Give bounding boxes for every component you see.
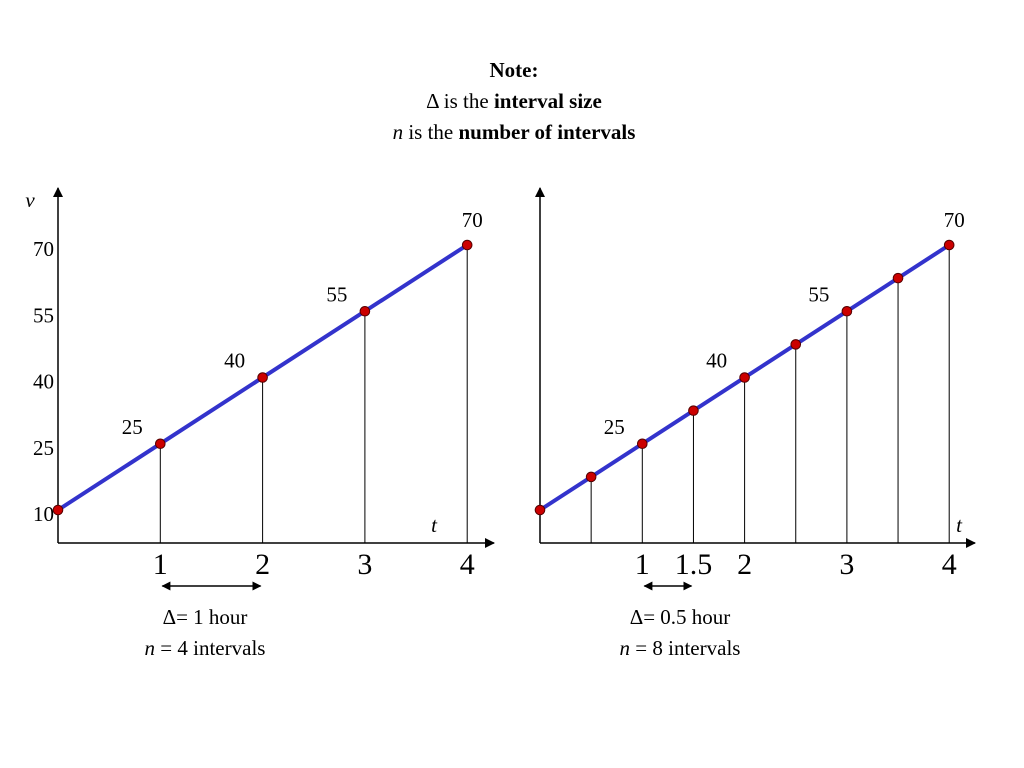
x-tick-label: 3 [839,548,854,581]
n-symbol: n [620,636,631,660]
interval-count-caption: n = 4 intervals [145,636,266,660]
n-symbol: n [145,636,156,660]
note-title: Note: [489,58,539,82]
data-point [359,305,371,317]
note-box: Note: Δ is the interval size n is the nu… [0,55,1024,148]
data-point [461,239,473,251]
interval-count-caption: n = 8 intervals [620,636,741,660]
data-point [585,471,597,483]
x-tick-label: 2 [737,548,752,581]
point-value-label: 70 [462,208,483,232]
chart-right: 25 40 55 70 1 1.5 2 3 4 t Δ= 0.5 hour n = 8 interva… [534,187,976,660]
interval-count-text: = 4 intervals [155,636,265,660]
x-tick-label: 2 [255,548,270,581]
interval-size-caption: Δ= 0.5 hour [630,605,731,629]
x-tick-label: 4 [942,548,957,581]
data-point [892,272,904,284]
data-point [155,438,166,450]
data-point [534,504,546,516]
chart-left: 25 40 55 70 1 2 3 4 10 25 40 55 70 v t Δ= 1 hour n = 4 i… [25,187,495,660]
x-tick-label: 1 [635,548,650,581]
y-tick-label: 10 [33,502,54,526]
x-tick-label: 4 [460,548,475,581]
x-axis-label: t [956,513,963,537]
y-tick-label: 40 [33,370,54,394]
data-point [637,438,648,450]
note-line-delta: Δ is the interval size [426,89,602,113]
point-value-label: 40 [706,349,727,373]
point-value-label: 55 [326,282,347,306]
point-value-label: 25 [122,415,143,439]
data-point [257,372,268,383]
x-tick-label: 3 [357,548,372,581]
point-value-label: 25 [604,415,625,439]
point-value-label: 40 [224,349,245,373]
note-line-n: n is the number of intervals [392,120,636,144]
y-tick-label: 25 [33,436,54,460]
y-tick-label: 70 [33,237,54,261]
x-tick-label: 1.5 [675,548,713,581]
data-point [841,305,853,317]
point-value-label: 70 [944,208,965,232]
data-point [943,239,955,251]
x-axis-label: t [431,513,438,537]
y-tick-label: 55 [33,303,54,327]
data-point [739,372,750,383]
data-point [688,405,699,416]
point-value-label: 55 [808,282,829,306]
x-tick-label: 1 [153,548,168,581]
interval-size-caption: Δ= 1 hour [163,605,248,629]
y-axis-label: v [25,188,35,212]
interval-count-text: = 8 intervals [630,636,740,660]
data-point [790,339,802,350]
data-point [52,504,64,516]
